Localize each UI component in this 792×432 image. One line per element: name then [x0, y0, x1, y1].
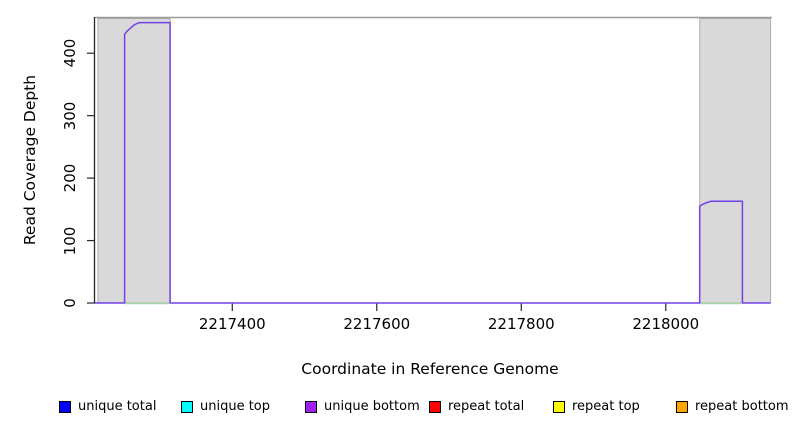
legend-item-unique-bottom: unique bottom — [305, 400, 420, 414]
legend: unique total unique top unique bottom re… — [0, 400, 792, 416]
legend-item-repeat-bottom: repeat bottom — [676, 400, 789, 414]
y-tick-label-300: 300 — [61, 101, 79, 130]
x-tick-label-2217400: 2217400 — [198, 315, 266, 333]
y-tick-label-400: 400 — [61, 38, 79, 68]
y-tick-label-100: 100 — [61, 226, 79, 255]
x-axis-title: Coordinate in Reference Genome — [301, 360, 559, 378]
y-axis-title: Read Coverage Depth — [21, 74, 39, 246]
legend-label: repeat top — [572, 399, 640, 414]
legend-label: unique bottom — [324, 399, 420, 414]
repeat-bottom-swatch-icon — [676, 401, 688, 413]
unique-total-swatch-icon — [59, 401, 71, 413]
legend-item-unique-total: unique total — [59, 400, 156, 414]
legend-item-repeat-top: repeat top — [553, 400, 640, 414]
x-tick-label-2218000: 2218000 — [632, 315, 700, 333]
legend-label: repeat total — [448, 399, 525, 414]
unique-bottom-swatch-icon — [305, 401, 317, 413]
legend-label: unique top — [200, 399, 271, 414]
legend-item-unique-top: unique top — [181, 400, 270, 414]
x-tick-label-2217800: 2217800 — [487, 315, 555, 333]
unique-top-swatch-icon — [181, 401, 193, 413]
legend-item-repeat-total: repeat total — [429, 400, 524, 414]
repeat-region-shade-1 — [699, 18, 772, 304]
repeat-top-swatch-icon — [553, 401, 565, 413]
y-tick-label-0: 0 — [61, 298, 79, 308]
coverage-trace — [95, 21, 771, 304]
x-tick-label-2217600: 2217600 — [343, 315, 411, 333]
repeat-total-swatch-icon — [429, 401, 441, 413]
legend-label: unique total — [78, 399, 157, 414]
y-tick-label-200: 200 — [61, 163, 79, 193]
legend-label: repeat bottom — [695, 399, 789, 414]
repeat-region-shade-0 — [97, 18, 171, 304]
